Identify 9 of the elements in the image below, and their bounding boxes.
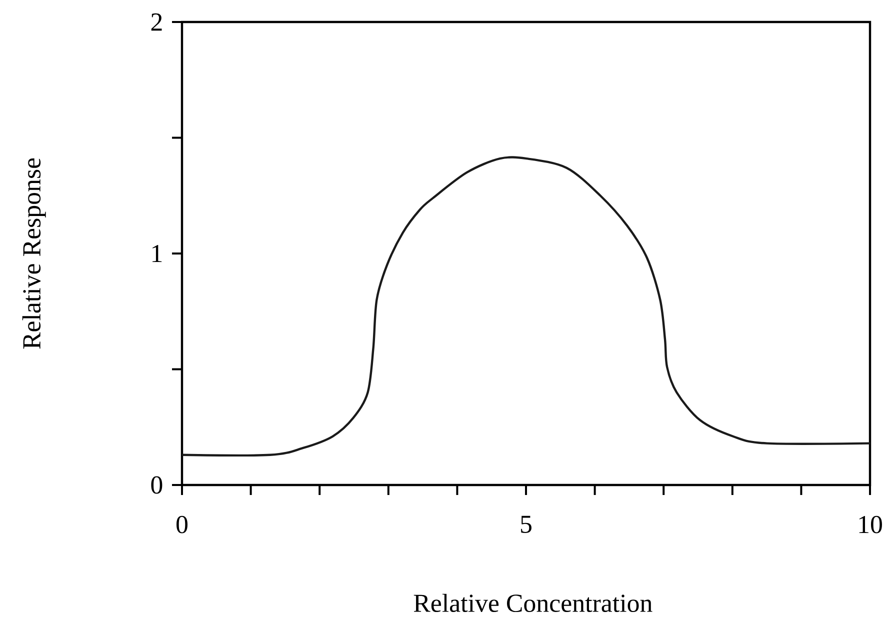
x-axis-title: Relative Concentration xyxy=(414,594,652,612)
x-tick-label: 10 xyxy=(859,516,882,534)
x-tick-label: 5 xyxy=(521,516,532,534)
y-tick-label: 2 xyxy=(151,13,162,31)
line-series xyxy=(180,156,872,456)
y-tick-label: 0 xyxy=(151,476,162,494)
x-tick-label: 0 xyxy=(176,516,188,534)
y-axis-title: Relative Response xyxy=(22,158,46,349)
y-tick-label: 1 xyxy=(152,244,162,262)
